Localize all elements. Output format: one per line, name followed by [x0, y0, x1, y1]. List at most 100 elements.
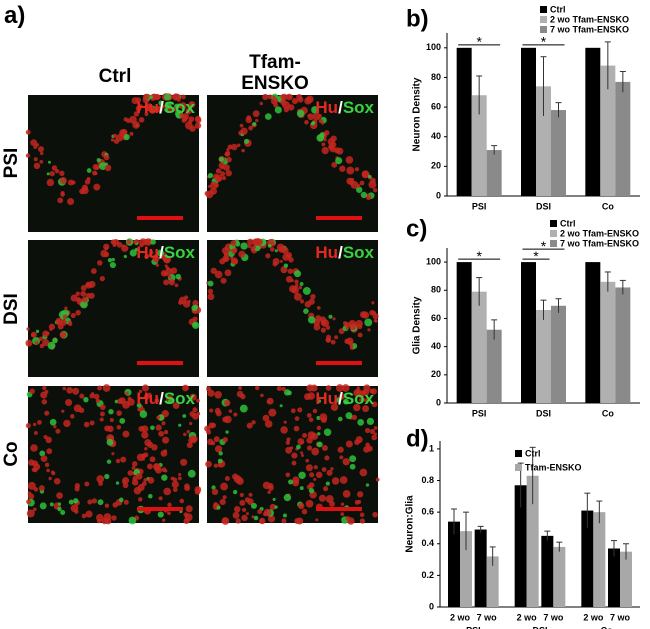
cell: [252, 122, 257, 127]
cell: [227, 144, 233, 150]
cell: [371, 434, 378, 441]
cell: [174, 103, 180, 110]
y-tick-label: 1: [429, 443, 434, 453]
cell: [140, 453, 147, 459]
cell: [306, 412, 312, 418]
cell: [279, 404, 283, 408]
x-tick-label: 7 wo: [477, 612, 498, 622]
cell: [316, 425, 322, 431]
cell: [325, 495, 334, 504]
error-bar: [529, 446, 536, 505]
cell: [129, 115, 137, 124]
error-bar: [477, 525, 484, 533]
cell: [210, 267, 217, 274]
legend-swatch: [515, 450, 522, 457]
bar: [593, 512, 606, 607]
cell: [135, 472, 143, 480]
cell: [182, 384, 189, 392]
cell: [248, 125, 253, 131]
cell: [49, 418, 57, 426]
bar: [474, 529, 487, 607]
cell: [142, 93, 150, 101]
error-bar: [451, 508, 457, 535]
cell: [147, 476, 155, 484]
cell: [356, 183, 361, 188]
cell: [313, 112, 321, 121]
bar: [615, 81, 631, 196]
cell: [122, 477, 130, 485]
cell: [332, 317, 336, 321]
cell: [246, 238, 254, 246]
cell: [372, 187, 378, 193]
cell: [241, 148, 245, 153]
cell: [83, 421, 90, 428]
cell: [108, 409, 114, 415]
cell: [328, 314, 333, 319]
x-tick-label: 2 wo: [517, 612, 538, 622]
cell: [59, 170, 65, 177]
cell: [226, 156, 232, 163]
cell: [340, 512, 345, 516]
cell: [171, 480, 179, 489]
cell: [219, 498, 226, 506]
error-bar: [489, 546, 496, 566]
cell: [239, 123, 244, 128]
cell: [161, 421, 166, 426]
cell: [354, 167, 360, 172]
cell: [75, 291, 81, 296]
cell: [312, 408, 318, 414]
cell: [137, 407, 141, 412]
stain-label-part: Sox: [164, 98, 196, 117]
group-label: PSI: [466, 625, 481, 629]
cell: [342, 458, 350, 466]
bar: [471, 291, 487, 403]
cell: [270, 97, 279, 105]
cell: [123, 254, 128, 259]
cell: [224, 415, 232, 424]
cell: [25, 153, 31, 158]
cell: [168, 279, 176, 286]
bar: [536, 86, 551, 196]
cell: [136, 402, 142, 408]
cell: [106, 438, 114, 446]
cell: [267, 490, 271, 494]
cell: [85, 281, 93, 289]
cell: [363, 384, 371, 392]
bar: [581, 510, 594, 607]
cell: [316, 306, 321, 310]
cell: [29, 388, 35, 394]
cell: [304, 120, 309, 125]
cell: [161, 474, 168, 481]
cell: [99, 417, 104, 422]
bar: [585, 47, 601, 197]
cell: [370, 177, 376, 184]
cell: [288, 479, 294, 485]
cell: [189, 421, 193, 426]
legend-label: 7 wo Tfam-ENSKO: [550, 24, 629, 34]
cell: [371, 401, 378, 408]
error-bar: [555, 298, 562, 313]
cell: [272, 261, 278, 267]
cell: [311, 121, 316, 125]
cell: [359, 512, 365, 518]
cell: [157, 249, 165, 257]
cell: [274, 249, 278, 253]
cell: [345, 412, 353, 420]
cell: [143, 393, 150, 400]
cell: [296, 94, 303, 100]
cell: [153, 258, 158, 262]
cell: [172, 487, 178, 493]
cell: [122, 482, 129, 489]
y-tick-label: 0: [436, 397, 441, 407]
cell: [92, 164, 99, 170]
cell: [122, 400, 130, 409]
cell: [96, 158, 101, 163]
cell: [214, 270, 223, 279]
cell: [144, 447, 148, 451]
cell: [302, 432, 308, 439]
cell: [268, 482, 274, 489]
cell: [213, 463, 219, 468]
cell: [85, 293, 92, 299]
cell: [138, 389, 143, 394]
cell: [41, 399, 48, 405]
